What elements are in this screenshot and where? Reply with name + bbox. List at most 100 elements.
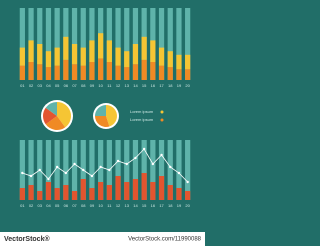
- x-tick-label: 05: [55, 83, 60, 88]
- x-tick-label: 06: [64, 83, 69, 88]
- watermark-url: VectorStock.com/11990088: [128, 237, 202, 243]
- pie-slice: [106, 105, 117, 127]
- bar: [185, 191, 191, 200]
- bar-segment: [89, 40, 95, 62]
- x-tick-label: 12: [116, 83, 121, 88]
- line-point: [47, 177, 50, 181]
- bar: [132, 179, 139, 200]
- bar: [37, 191, 43, 200]
- watermark-strip: [0, 232, 205, 246]
- bar-segment: [124, 67, 130, 80]
- bar-segment: [80, 47, 86, 66]
- line-point: [99, 165, 102, 169]
- line-point: [142, 147, 146, 151]
- legend-label: Lorem ipsum: [130, 117, 154, 122]
- bar-track: [19, 8, 25, 80]
- bar-track: [141, 140, 147, 200]
- bar-segment: [54, 47, 60, 66]
- x-tick-label: 09: [90, 203, 95, 208]
- line-point: [134, 156, 137, 160]
- bar-segment: [115, 47, 121, 66]
- bar-track: [176, 140, 182, 200]
- x-tick-label: 03: [38, 83, 43, 88]
- bar: [89, 188, 95, 200]
- legend-dot: [160, 110, 164, 114]
- bar-segment: [124, 51, 130, 68]
- bar-segment: [132, 44, 139, 65]
- bar: [71, 191, 78, 200]
- x-tick-label: 20: [185, 83, 190, 88]
- bar-segment: [98, 58, 104, 80]
- x-tick-label: 18: [168, 203, 173, 208]
- x-tick-label: 11: [107, 203, 112, 208]
- bar-track: [158, 8, 165, 80]
- bar-segment: [150, 40, 156, 62]
- bar: [141, 173, 147, 200]
- bar-track: [63, 140, 69, 200]
- bar-segment: [158, 65, 165, 80]
- x-tick-label: 04: [46, 83, 51, 88]
- x-tick-label: 13: [125, 203, 130, 208]
- x-tick-label: 01: [20, 83, 25, 88]
- x-tick-label: 17: [159, 83, 164, 88]
- bar: [19, 188, 25, 200]
- bar-segment: [80, 65, 86, 80]
- bar: [63, 185, 69, 200]
- x-tick-label: 01: [20, 203, 25, 208]
- pie-slice: [95, 116, 110, 127]
- x-tick-label: 16: [151, 203, 156, 208]
- bar-segment: [71, 64, 78, 80]
- x-tick-label: 17: [159, 203, 164, 208]
- pie-slice: [43, 107, 57, 125]
- bar-segment: [37, 44, 43, 65]
- bar-track: [54, 140, 60, 200]
- bar-segment: [185, 69, 191, 80]
- x-tick-label: 20: [185, 203, 190, 208]
- x-tick-label: 12: [116, 203, 121, 208]
- bar-segment: [185, 54, 191, 70]
- bar-segment: [98, 33, 104, 59]
- line-point: [177, 171, 181, 175]
- bar-track: [185, 140, 191, 200]
- x-tick-label: 18: [168, 83, 173, 88]
- line-point: [29, 174, 33, 178]
- bar-segment: [89, 62, 95, 80]
- bar-track: [54, 8, 60, 80]
- bar-segment: [45, 67, 52, 80]
- bar-segment: [19, 65, 25, 80]
- x-tick-label: 06: [64, 203, 69, 208]
- line-point: [108, 168, 111, 172]
- line-point: [21, 171, 24, 175]
- pie-slice: [95, 105, 106, 116]
- bar-track: [167, 140, 173, 200]
- bar-track: [80, 8, 86, 80]
- bar-track: [185, 8, 191, 80]
- bar-segment: [28, 62, 34, 80]
- bar: [54, 188, 60, 200]
- line-point: [116, 159, 120, 163]
- bar-track: [45, 8, 52, 80]
- bar: [45, 182, 52, 200]
- x-tick-label: 03: [38, 203, 43, 208]
- bar-track: [158, 140, 165, 200]
- line-point: [125, 162, 128, 166]
- bar-segment: [141, 59, 147, 80]
- x-tick-label: 05: [55, 203, 60, 208]
- bar-track: [115, 8, 121, 80]
- bar-segment: [115, 65, 121, 80]
- line-point: [73, 162, 76, 166]
- x-tick-label: 19: [177, 83, 182, 88]
- bar: [167, 185, 173, 200]
- bar-segment: [28, 40, 34, 62]
- x-tick-label: 09: [90, 83, 95, 88]
- x-tick-label: 08: [81, 83, 86, 88]
- x-tick-label: 08: [81, 203, 86, 208]
- x-tick-label: 14: [133, 203, 138, 208]
- bar-segment: [106, 40, 112, 62]
- x-tick-label: 04: [46, 203, 51, 208]
- bar-segment: [106, 62, 112, 80]
- bar-track: [45, 140, 52, 200]
- bar-track: [150, 140, 156, 200]
- bar: [115, 176, 121, 200]
- pie-slice: [45, 116, 66, 130]
